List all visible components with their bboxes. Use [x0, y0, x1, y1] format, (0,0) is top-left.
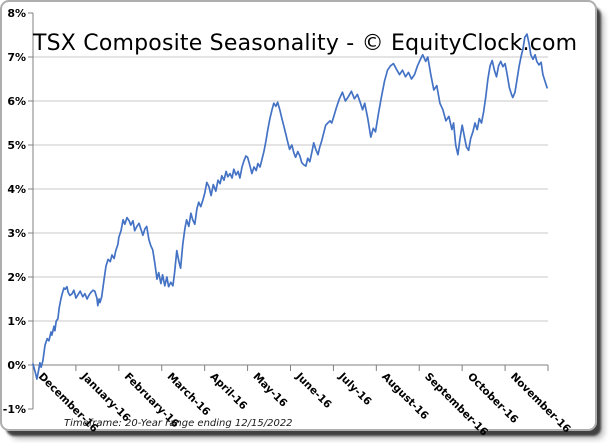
- y-axis-label: 1%: [7, 315, 26, 328]
- chart-title: TSX Composite Seasonality - © EquityCloc…: [33, 31, 578, 56]
- x-axis-label: June-16: [293, 370, 334, 411]
- y-axis-label: -1%: [3, 403, 26, 416]
- y-axis-label: 5%: [7, 139, 26, 152]
- y-axis-label: 6%: [7, 95, 26, 108]
- x-axis-label: May-16: [250, 371, 289, 410]
- y-axis-label: 8%: [7, 7, 26, 20]
- y-axis-label: 7%: [7, 51, 26, 64]
- x-axis-label: November-16: [508, 371, 573, 436]
- timeframe-note: Timeframe: 20-Year range ending 12/15/20…: [64, 418, 293, 429]
- x-axis-label: July-16: [336, 370, 374, 408]
- x-axis-label: April-16: [208, 371, 250, 413]
- seasonality-line: [32, 33, 548, 380]
- y-axis-label: 2%: [7, 271, 26, 284]
- y-axis-label: 3%: [7, 227, 26, 240]
- y-axis-label: 4%: [7, 183, 26, 196]
- y-axis-label: 0%: [7, 359, 26, 372]
